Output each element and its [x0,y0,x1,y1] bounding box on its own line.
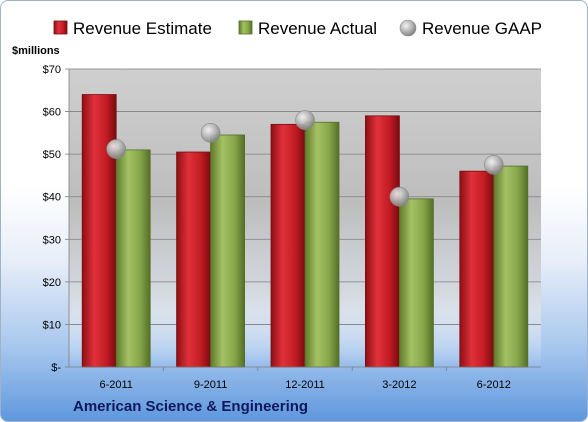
marker-revenue-gaap [200,123,221,143]
bar-revenue-estimate [81,94,117,368]
y-tick-label: $10 [43,319,61,331]
bar-revenue-actual [493,165,529,368]
marker-revenue-gaap [295,110,315,130]
x-tick-label: 9-2011 [194,379,227,391]
y-tick-label: $30 [43,234,61,246]
legend-swatch-actual [238,20,253,35]
y-tick-label: $50 [43,149,61,161]
marker-revenue-gaap [106,139,126,159]
y-axis-unit-label: $millions [12,45,60,57]
marker-revenue-gaap [483,154,504,175]
y-tick-label: $70 [43,64,61,76]
y-tick-label: $40 [43,192,61,204]
bar-revenue-estimate [270,123,306,368]
legend-swatch-estimate [53,20,68,35]
legend-label-estimate: Revenue Estimate [73,19,212,38]
legend-label-actual: Revenue Actual [258,19,377,38]
bar-revenue-actual [304,121,340,368]
x-tick-label: 6-2011 [99,379,132,391]
y-tick-label: $60 [43,107,61,119]
legend-swatch-gaap [399,19,417,37]
x-tick-label: 12-2011 [285,379,325,391]
legend-label-gaap: Revenue GAAP [422,19,542,38]
y-tick-label: $20 [43,277,61,289]
bar-revenue-actual [398,198,434,368]
company-name: American Science & Engineering [73,398,308,415]
axes: $- $10 $20 $30 $40 $50 $60 $70 6-2011 9-2011 12-20… [43,64,541,391]
bar-revenue-estimate [459,170,495,368]
x-tick-label: 3-2012 [382,379,416,391]
legend-item-gaap: Revenue GAAP [399,19,542,38]
bar-revenue-estimate [176,151,212,368]
bar-revenue-actual [210,134,246,368]
x-tick-label: 6-2012 [477,379,511,391]
gaap-markers [106,110,504,207]
marker-revenue-gaap [389,186,410,207]
y-tick-label: $- [51,362,61,374]
bar-revenue-estimate [364,115,400,368]
legend: Revenue Estimate Revenue Actual Revenue … [53,19,542,38]
bar-revenue-actual [115,149,151,368]
legend-item-estimate: Revenue Estimate [53,19,212,38]
legend-item-actual: Revenue Actual [238,19,377,38]
